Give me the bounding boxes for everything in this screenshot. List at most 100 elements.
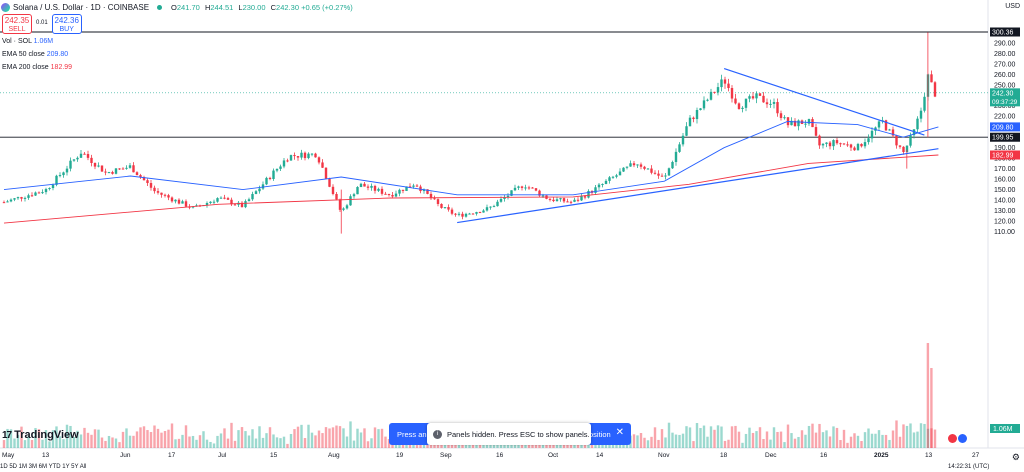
candle [265,177,268,185]
volume-bar [867,428,870,448]
ema200-legend[interactable]: EMA 200 close 182.99 [2,64,73,71]
candle [174,199,177,202]
price-label-text: 242.30 [992,90,1014,97]
volume-bar [933,429,937,448]
candle [657,173,660,176]
volume-bar [13,438,16,448]
candle [888,129,891,131]
candle [212,201,216,203]
candle [412,185,415,187]
candle [27,195,30,198]
candle [254,191,258,194]
candle [303,152,307,159]
candle [639,164,643,167]
time-tick: 19 [396,452,404,459]
event-icons[interactable] [948,434,967,443]
volume-bar [58,436,62,448]
candle [650,168,653,173]
buy-button[interactable]: 242.36 BUY [51,14,82,34]
candle [177,199,181,204]
time-tick: Jul [218,452,227,459]
volume-bar [363,428,366,448]
volume-bar [853,433,856,448]
volume-bar [349,421,352,448]
candle [191,206,195,208]
candle [373,185,377,191]
candle [261,184,265,189]
candle [391,194,394,197]
volume-bar [807,425,811,448]
timeframe-bar[interactable]: 1D 5D 1M 3M 6M YTD 1Y 5Y All [0,464,87,470]
sell-button[interactable]: 242.35 SELL [2,14,32,34]
candle [793,120,797,127]
candle [300,152,303,158]
ema50-legend[interactable]: EMA 50 close 209.80 [2,51,69,58]
volume-bar [121,431,125,448]
candle [485,207,489,211]
toast-close-button[interactable]: ✕ [615,427,624,438]
candle [37,192,41,194]
volume-bar [359,432,363,448]
time-tick: 27 [972,452,980,459]
volume-bar [55,426,58,448]
volume-bar [195,439,198,448]
candle [223,197,226,199]
candle [247,199,251,202]
candle [776,102,779,114]
volume-bar [548,442,552,448]
volume-bar [139,427,142,448]
volume-bar [174,439,177,448]
volume-indicator-legend[interactable]: Vol · SOL 1.06M [2,38,54,45]
candle [230,199,233,205]
spread-value: 0.01 [36,20,48,26]
volume-bar [160,432,163,448]
candle [552,199,555,202]
candle [713,91,716,93]
price-tick: 190.00 [994,145,1016,152]
volume-bar [51,430,55,448]
volume-bar [895,420,898,448]
currency-label[interactable]: USD [1005,3,1020,10]
price-tick: 170.00 [994,166,1016,173]
candle [286,160,289,162]
candle [139,175,142,178]
volume-bar [881,434,884,448]
tradingview-logo[interactable]: 17 TradingView [2,429,79,441]
event-icon[interactable] [958,434,967,443]
volume-bar [198,435,202,448]
candle [573,199,576,202]
event-icon[interactable] [948,434,957,443]
volume-bar [870,433,874,448]
price-change: +0.65 (+0.27%) [301,2,353,12]
candle [737,103,741,109]
candle [408,186,412,188]
candle [149,183,153,188]
candle [870,130,874,139]
candle [349,196,352,206]
volume-bar [69,425,72,448]
candle [142,177,146,181]
volume-bar [636,435,639,448]
candle [443,207,447,209]
candle [429,193,433,199]
candle [359,183,363,188]
candle [709,91,713,100]
candle [146,180,149,184]
time-tick: 13 [42,452,50,459]
candle [268,177,272,180]
candle [853,147,856,151]
volume-bar [27,436,30,448]
symbol-title[interactable]: Solana / U.S. Dollar · 1D · COINBASE [13,2,150,12]
volume-bar [650,436,653,448]
candle [377,188,380,191]
gear-icon[interactable]: ⚙ [1011,452,1020,462]
volume-bar [44,430,48,448]
candle [681,135,685,145]
volume-bar [202,431,205,448]
candle [797,120,800,127]
volume-bar [310,432,314,448]
candle [720,79,723,88]
candle [930,74,933,83]
price-label [990,88,1020,107]
